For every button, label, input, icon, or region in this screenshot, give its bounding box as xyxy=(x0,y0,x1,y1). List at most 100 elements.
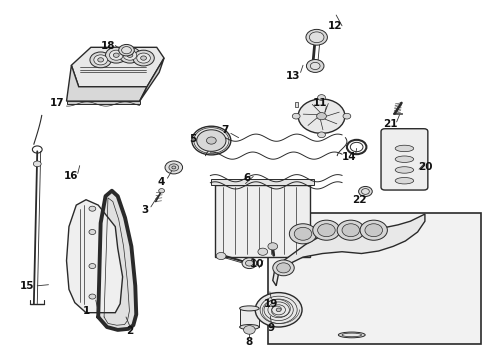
Text: 19: 19 xyxy=(264,299,278,309)
Circle shape xyxy=(122,46,131,54)
Circle shape xyxy=(119,44,134,56)
Circle shape xyxy=(105,47,127,63)
Circle shape xyxy=(309,32,324,42)
Circle shape xyxy=(298,99,344,134)
Text: 3: 3 xyxy=(141,206,148,216)
Circle shape xyxy=(164,161,182,174)
Circle shape xyxy=(312,220,339,240)
Polygon shape xyxy=(66,101,140,104)
Ellipse shape xyxy=(394,177,413,184)
Bar xyxy=(267,213,481,344)
Text: 16: 16 xyxy=(64,171,79,181)
Text: 21: 21 xyxy=(383,120,397,129)
Polygon shape xyxy=(98,191,136,330)
Bar xyxy=(239,309,259,327)
Circle shape xyxy=(33,161,41,167)
Text: 4: 4 xyxy=(158,177,165,187)
Circle shape xyxy=(359,220,386,240)
Circle shape xyxy=(255,293,302,327)
Circle shape xyxy=(310,62,320,69)
Ellipse shape xyxy=(394,145,413,152)
Text: 6: 6 xyxy=(243,173,250,183)
Polygon shape xyxy=(140,58,163,101)
Circle shape xyxy=(89,229,96,234)
Circle shape xyxy=(245,260,253,266)
Circle shape xyxy=(316,113,326,120)
Circle shape xyxy=(243,325,255,334)
FancyBboxPatch shape xyxy=(380,129,427,190)
Circle shape xyxy=(137,53,150,63)
Ellipse shape xyxy=(341,333,361,337)
Polygon shape xyxy=(272,214,424,286)
Ellipse shape xyxy=(394,167,413,173)
Circle shape xyxy=(206,137,216,144)
Text: 11: 11 xyxy=(312,98,326,108)
Circle shape xyxy=(276,263,290,273)
Circle shape xyxy=(276,308,281,312)
Circle shape xyxy=(306,59,324,72)
Circle shape xyxy=(292,113,300,119)
Text: 7: 7 xyxy=(221,125,228,135)
Circle shape xyxy=(89,264,96,269)
Circle shape xyxy=(267,243,277,250)
Text: 10: 10 xyxy=(249,259,264,269)
Bar xyxy=(211,179,314,185)
Circle shape xyxy=(341,224,359,237)
Circle shape xyxy=(89,294,96,299)
Text: 18: 18 xyxy=(101,41,115,50)
Circle shape xyxy=(158,189,164,193)
Circle shape xyxy=(89,206,96,211)
Text: 12: 12 xyxy=(327,21,341,31)
Text: 5: 5 xyxy=(189,134,197,144)
Polygon shape xyxy=(66,200,122,313)
Ellipse shape xyxy=(394,156,413,162)
Text: 20: 20 xyxy=(417,162,431,172)
Circle shape xyxy=(141,56,146,60)
Circle shape xyxy=(94,55,107,65)
Circle shape xyxy=(336,220,364,240)
Text: 8: 8 xyxy=(245,337,252,347)
Circle shape xyxy=(317,224,334,237)
Text: 9: 9 xyxy=(267,323,274,333)
Text: 22: 22 xyxy=(351,195,366,205)
Ellipse shape xyxy=(239,306,259,311)
Text: 14: 14 xyxy=(341,152,356,162)
Text: 17: 17 xyxy=(49,98,64,108)
Circle shape xyxy=(342,113,350,119)
Circle shape xyxy=(216,252,225,260)
Circle shape xyxy=(272,260,294,276)
Circle shape xyxy=(113,53,119,57)
Circle shape xyxy=(257,248,267,255)
Circle shape xyxy=(168,164,178,171)
Circle shape xyxy=(127,53,133,57)
Circle shape xyxy=(196,130,225,151)
Polygon shape xyxy=(392,113,402,114)
Circle shape xyxy=(133,50,154,66)
Circle shape xyxy=(364,224,382,237)
Polygon shape xyxy=(294,102,298,107)
Circle shape xyxy=(317,95,325,100)
Circle shape xyxy=(90,52,111,68)
Circle shape xyxy=(289,224,316,244)
Circle shape xyxy=(294,227,311,240)
Circle shape xyxy=(171,166,175,169)
Circle shape xyxy=(305,30,327,45)
Polygon shape xyxy=(66,65,147,101)
Text: 13: 13 xyxy=(285,71,300,81)
Polygon shape xyxy=(71,47,163,87)
Circle shape xyxy=(358,186,371,197)
Circle shape xyxy=(109,50,123,60)
Circle shape xyxy=(191,126,230,155)
Text: 15: 15 xyxy=(20,281,35,291)
Bar xyxy=(215,185,310,257)
Circle shape xyxy=(119,47,141,63)
Circle shape xyxy=(98,58,103,62)
Text: 2: 2 xyxy=(126,326,133,336)
Circle shape xyxy=(123,50,137,60)
Text: 1: 1 xyxy=(82,306,89,316)
Circle shape xyxy=(317,132,325,138)
Circle shape xyxy=(361,189,368,194)
Ellipse shape xyxy=(338,332,365,338)
Ellipse shape xyxy=(239,324,259,329)
Circle shape xyxy=(242,258,256,269)
